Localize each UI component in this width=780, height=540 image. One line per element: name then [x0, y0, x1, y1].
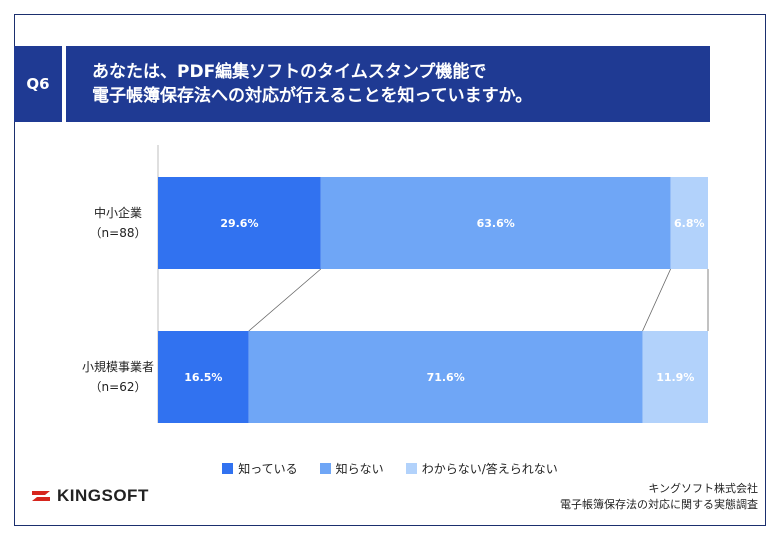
kingsoft-logo-icon: [32, 491, 50, 501]
legend-item-know: 知っている: [222, 460, 298, 477]
legend-label-know: 知っている: [238, 462, 298, 476]
data-label-1-1: 71.6%: [427, 371, 465, 384]
logo-text: KINGSOFT: [57, 486, 149, 505]
bar-segment-1-0: [158, 331, 249, 423]
category-n-1: （n=62）: [90, 380, 147, 394]
question-line-1: あなたは、PDF編集ソフトのタイムスタンプ機能で: [92, 62, 487, 82]
data-label-0-2: 6.8%: [674, 217, 705, 230]
legend-swatch-dont-know: [319, 463, 331, 474]
kingsoft-logo: KINGSOFT: [30, 486, 149, 506]
question-line-2: 電子帳簿保存法への対応が行えることを知っていますか。: [92, 86, 533, 106]
source-survey: 電子帳簿保存法の対応に関する実態調査: [560, 498, 758, 511]
slide-frame: [14, 14, 766, 526]
legend-item-unsure: わからない/答えられない: [405, 460, 558, 477]
category-label-1: 小規模事業者: [82, 359, 154, 374]
legend-swatch-know: [222, 463, 234, 474]
data-label-0-0: 29.6%: [220, 217, 258, 230]
legend-label-dont-know: 知らない: [335, 462, 384, 476]
source-company: キングソフト株式会社: [648, 482, 758, 495]
category-label-0: 中小企業: [94, 205, 142, 220]
connector-line-0: [248, 268, 322, 332]
data-label-0-1: 63.6%: [477, 217, 515, 230]
question-title: あなたは、PDF編集ソフトのタイムスタンプ機能で 電子帳簿保存法への対応が行える…: [66, 46, 710, 122]
legend-label-unsure: わからない/答えられない: [421, 462, 558, 476]
bar-segment-0-1: [320, 177, 671, 269]
data-label-1-0: 16.5%: [184, 371, 222, 384]
bar-segment-1-1: [248, 331, 643, 423]
bar-segment-0-0: [158, 177, 321, 269]
source-note: キングソフト株式会社 電子帳簿保存法の対応に関する実態調査: [560, 481, 758, 513]
chart-legend: 知っている 知らない わからない/答えられない: [0, 460, 780, 477]
connector-line-1: [642, 268, 671, 332]
data-label-1-2: 11.9%: [656, 371, 694, 384]
bar-segment-1-2: [642, 331, 708, 423]
category-n-0: （n=88）: [90, 226, 147, 240]
bar-segment-0-2: [670, 177, 708, 269]
legend-item-dont-know: 知らない: [319, 460, 384, 477]
legend-swatch-unsure: [405, 463, 417, 474]
question-badge: Q6: [14, 46, 62, 122]
